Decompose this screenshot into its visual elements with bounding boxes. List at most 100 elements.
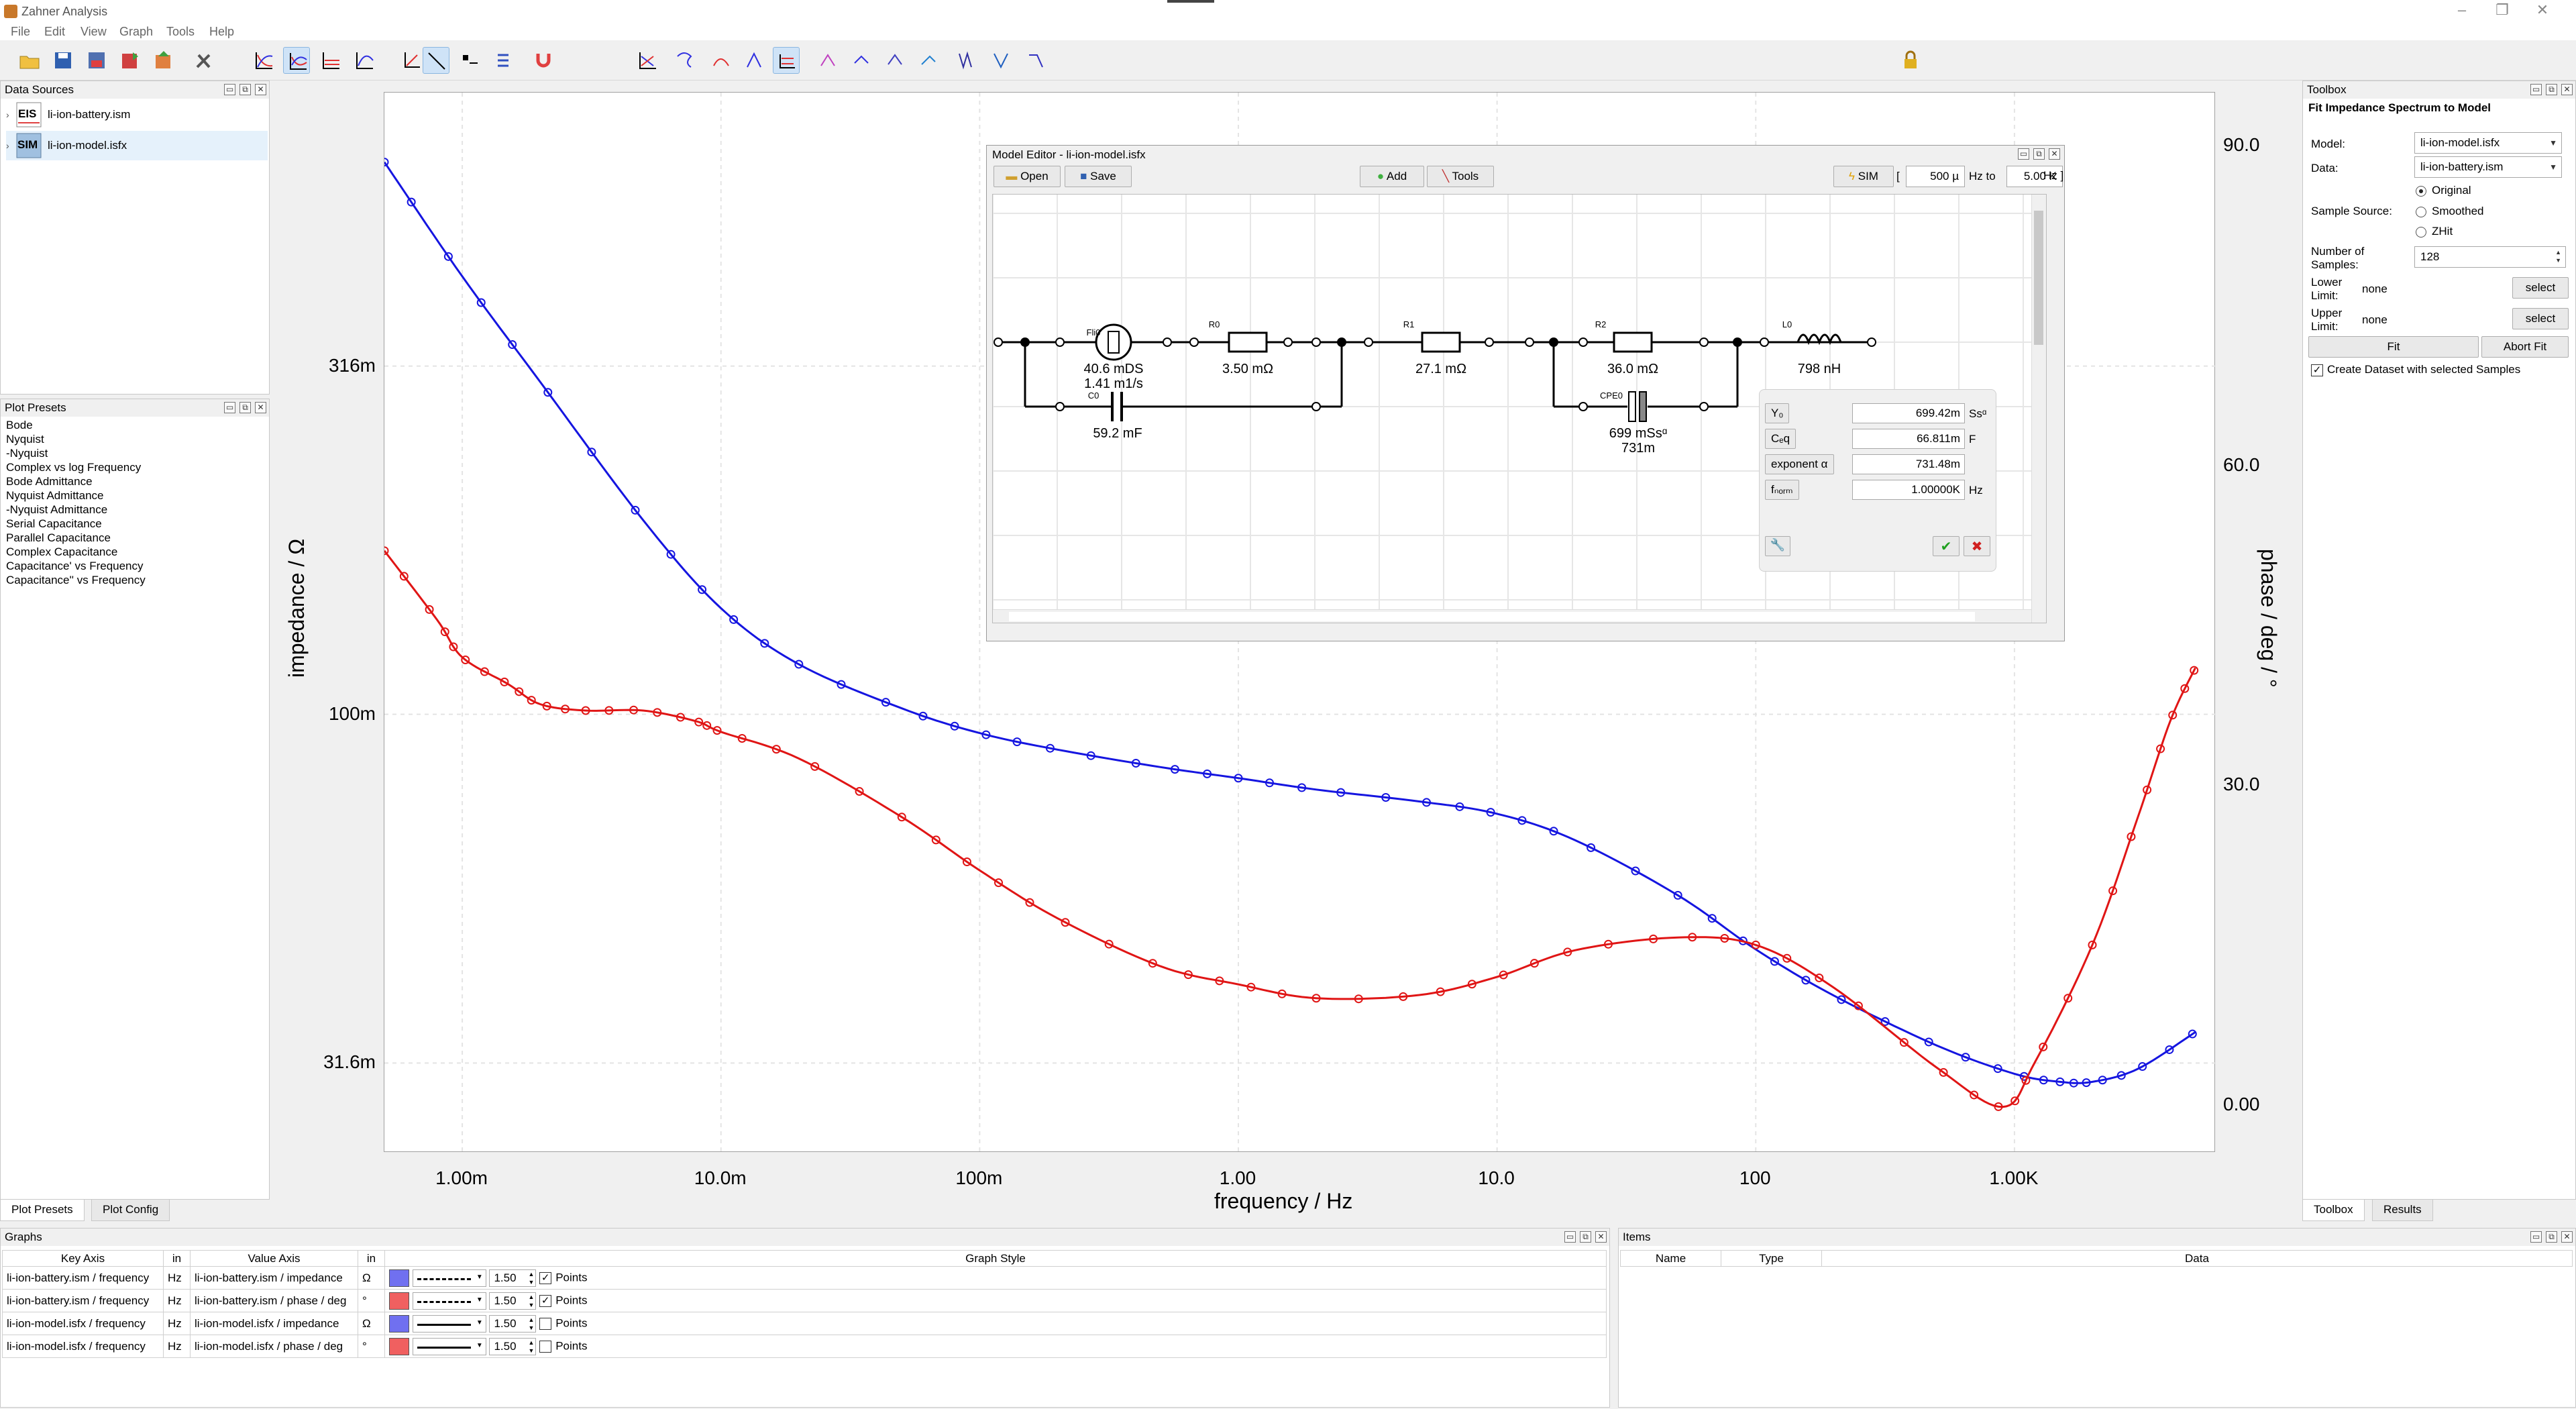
- line-width-spinbox[interactable]: 1.50 ▲ ▼: [489, 1269, 537, 1287]
- open-button[interactable]: ▬ Open: [994, 166, 1061, 187]
- data-view-3-icon[interactable]: [707, 47, 734, 74]
- tab-plot-config[interactable]: Plot Config: [91, 1200, 170, 1221]
- abort-fit-button[interactable]: Abort Fit: [2481, 336, 2569, 358]
- marker-6-icon[interactable]: [987, 47, 1014, 74]
- tab-plot-presets[interactable]: Plot Presets: [0, 1200, 85, 1221]
- create-dataset-checkbox[interactable]: ✓ Create Dataset with selected Samples: [2311, 363, 2520, 376]
- expand-icon[interactable]: ›: [6, 109, 9, 120]
- table-row[interactable]: li-ion-model.isfx / frequency Hz li-ion-mo…: [2, 1312, 1607, 1335]
- data-select[interactable]: li-ion-battery.ism ▼: [2414, 156, 2562, 178]
- param-value-input[interactable]: 731.48m: [1852, 454, 1965, 474]
- col-name[interactable]: Name: [1620, 1250, 1721, 1267]
- warburg-element[interactable]: [1095, 323, 1132, 361]
- nyquist-plot-icon[interactable]: [317, 47, 343, 74]
- key-axis-cell[interactable]: li-ion-battery.ism / frequency: [2, 1266, 164, 1290]
- plot-canvas[interactable]: [384, 93, 2216, 1153]
- circuit-canvas[interactable]: Fli0 40.6 mDS 1.41 m1/s C0 59.2 mF R0 3.50 mΩ R…: [992, 194, 2047, 623]
- key-axis-cell[interactable]: li-ion-battery.ism / frequency: [2, 1289, 164, 1312]
- preset-item[interactable]: Serial Capacitance: [6, 517, 102, 530]
- data-view-2-icon[interactable]: [671, 47, 698, 74]
- color-swatch[interactable]: [389, 1292, 409, 1310]
- checkbox-icon[interactable]: [539, 1317, 552, 1330]
- preset-item[interactable]: -Nyquist: [6, 447, 48, 460]
- confirm-icon[interactable]: ✔: [1933, 536, 1960, 556]
- color-swatch[interactable]: [389, 1314, 409, 1333]
- freq-to-input[interactable]: 5.00 K: [2006, 166, 2063, 187]
- freq-from-input[interactable]: 500 µ: [1906, 166, 1965, 187]
- radio-smoothed[interactable]: Smoothed: [2416, 205, 2484, 218]
- close-icon[interactable]: ✕: [2561, 1231, 2573, 1243]
- float-icon[interactable]: ⧉: [239, 84, 251, 95]
- menu-file[interactable]: File: [11, 25, 31, 38]
- bode-plot-icon[interactable]: [250, 47, 276, 74]
- float-icon[interactable]: ⧉: [1580, 1231, 1591, 1243]
- marker-3-icon[interactable]: [881, 47, 908, 74]
- tools-button[interactable]: ╲ Tools: [1427, 166, 1494, 187]
- close-icon[interactable]: ✕: [255, 84, 266, 95]
- value-axis-cell[interactable]: li-ion-battery.ism / phase / deg: [190, 1289, 358, 1312]
- bode-plot-active-icon[interactable]: [283, 47, 310, 74]
- scroll-thumb[interactable]: [1009, 612, 1975, 621]
- col-value-axis[interactable]: Value Axis: [190, 1250, 358, 1267]
- magnet-icon[interactable]: [530, 47, 557, 74]
- fit-button[interactable]: Fit: [2308, 336, 2479, 358]
- restore-icon[interactable]: ▭: [2018, 148, 2029, 160]
- lock-icon[interactable]: [1897, 47, 1924, 74]
- preset-item[interactable]: Complex Capacitance: [6, 545, 118, 558]
- preset-item[interactable]: Bode Admittance: [6, 475, 93, 488]
- cpe-plate[interactable]: [1628, 391, 1636, 422]
- preset-item[interactable]: Capacitance'' vs Frequency: [6, 574, 146, 586]
- fit-icon[interactable]: [456, 47, 483, 74]
- marker-1-icon[interactable]: [814, 47, 841, 74]
- col-type[interactable]: Type: [1721, 1250, 1822, 1267]
- menu-graph[interactable]: Graph: [119, 25, 154, 38]
- param-value-input[interactable]: 1.00000K: [1852, 480, 1965, 500]
- spin-arrows-icon[interactable]: ▲ ▼: [528, 1293, 535, 1308]
- close-icon[interactable]: ✕: [1595, 1231, 1607, 1243]
- param-value-input[interactable]: 699.42m: [1852, 403, 1965, 423]
- checkbox-checked-icon[interactable]: ✓: [539, 1294, 552, 1307]
- col-key-unit[interactable]: in: [163, 1250, 191, 1267]
- value-axis-cell[interactable]: li-ion-model.isfx / phase / deg: [190, 1335, 358, 1358]
- preset-item[interactable]: -Nyquist Admittance: [6, 503, 108, 516]
- resistor-r2[interactable]: [1613, 331, 1653, 353]
- menu-tools[interactable]: Tools: [166, 25, 195, 38]
- checkbox-icon[interactable]: [539, 1340, 552, 1353]
- cursor-icon[interactable]: [397, 47, 424, 74]
- complex-plot-icon[interactable]: [350, 47, 377, 74]
- col-graph-style[interactable]: Graph Style: [384, 1250, 1607, 1267]
- inductor-l0[interactable]: [1796, 333, 1842, 346]
- horizontal-scrollbar[interactable]: [993, 609, 2031, 623]
- value-axis-cell[interactable]: li-ion-model.isfx / impedance: [190, 1312, 358, 1335]
- preset-item[interactable]: Nyquist: [6, 433, 44, 446]
- param-name-button[interactable]: exponent α: [1765, 454, 1834, 474]
- restore-icon[interactable]: ▭: [224, 402, 235, 413]
- data-view-4-icon[interactable]: [741, 47, 767, 74]
- value-axis-cell[interactable]: li-ion-battery.ism / impedance: [190, 1266, 358, 1290]
- color-swatch[interactable]: [389, 1337, 409, 1355]
- marker-4-icon[interactable]: [915, 47, 942, 74]
- close-icon[interactable]: ✕: [2536, 1, 2549, 18]
- preset-item[interactable]: Capacitance' vs Frequency: [6, 560, 144, 572]
- restore-icon[interactable]: ▭: [2530, 84, 2542, 95]
- spin-arrows-icon[interactable]: ▲ ▼: [528, 1339, 535, 1354]
- table-row[interactable]: li-ion-battery.ism / frequency Hz li-ion-b…: [2, 1266, 1607, 1290]
- legend-icon[interactable]: [490, 47, 517, 74]
- col-key-axis[interactable]: Key Axis: [2, 1250, 164, 1267]
- data-source-item-selected[interactable]: › SIM li-ion-model.isfx: [6, 131, 268, 160]
- radio-zhit[interactable]: ZHit: [2416, 225, 2453, 238]
- close-icon[interactable]: ✕: [255, 402, 266, 413]
- line-width-spinbox[interactable]: 1.50 ▲ ▼: [489, 1292, 537, 1310]
- preset-item[interactable]: Complex vs log Frequency: [6, 461, 142, 474]
- preset-item[interactable]: Bode: [6, 419, 33, 431]
- marker-2-icon[interactable]: [848, 47, 875, 74]
- menu-edit[interactable]: Edit: [44, 25, 66, 38]
- spin-arrows-icon[interactable]: ▲ ▼: [528, 1270, 535, 1286]
- col-value-unit[interactable]: in: [358, 1250, 385, 1267]
- float-icon[interactable]: ⧉: [2546, 1231, 2557, 1243]
- float-icon[interactable]: ⧉: [2033, 148, 2045, 160]
- save-button[interactable]: ■ Save: [1065, 166, 1132, 187]
- restore-icon[interactable]: ▭: [224, 84, 235, 95]
- data-source-item[interactable]: › EIS li-ion-battery.ism: [6, 100, 130, 129]
- restore-icon[interactable]: ▭: [1564, 1231, 1576, 1243]
